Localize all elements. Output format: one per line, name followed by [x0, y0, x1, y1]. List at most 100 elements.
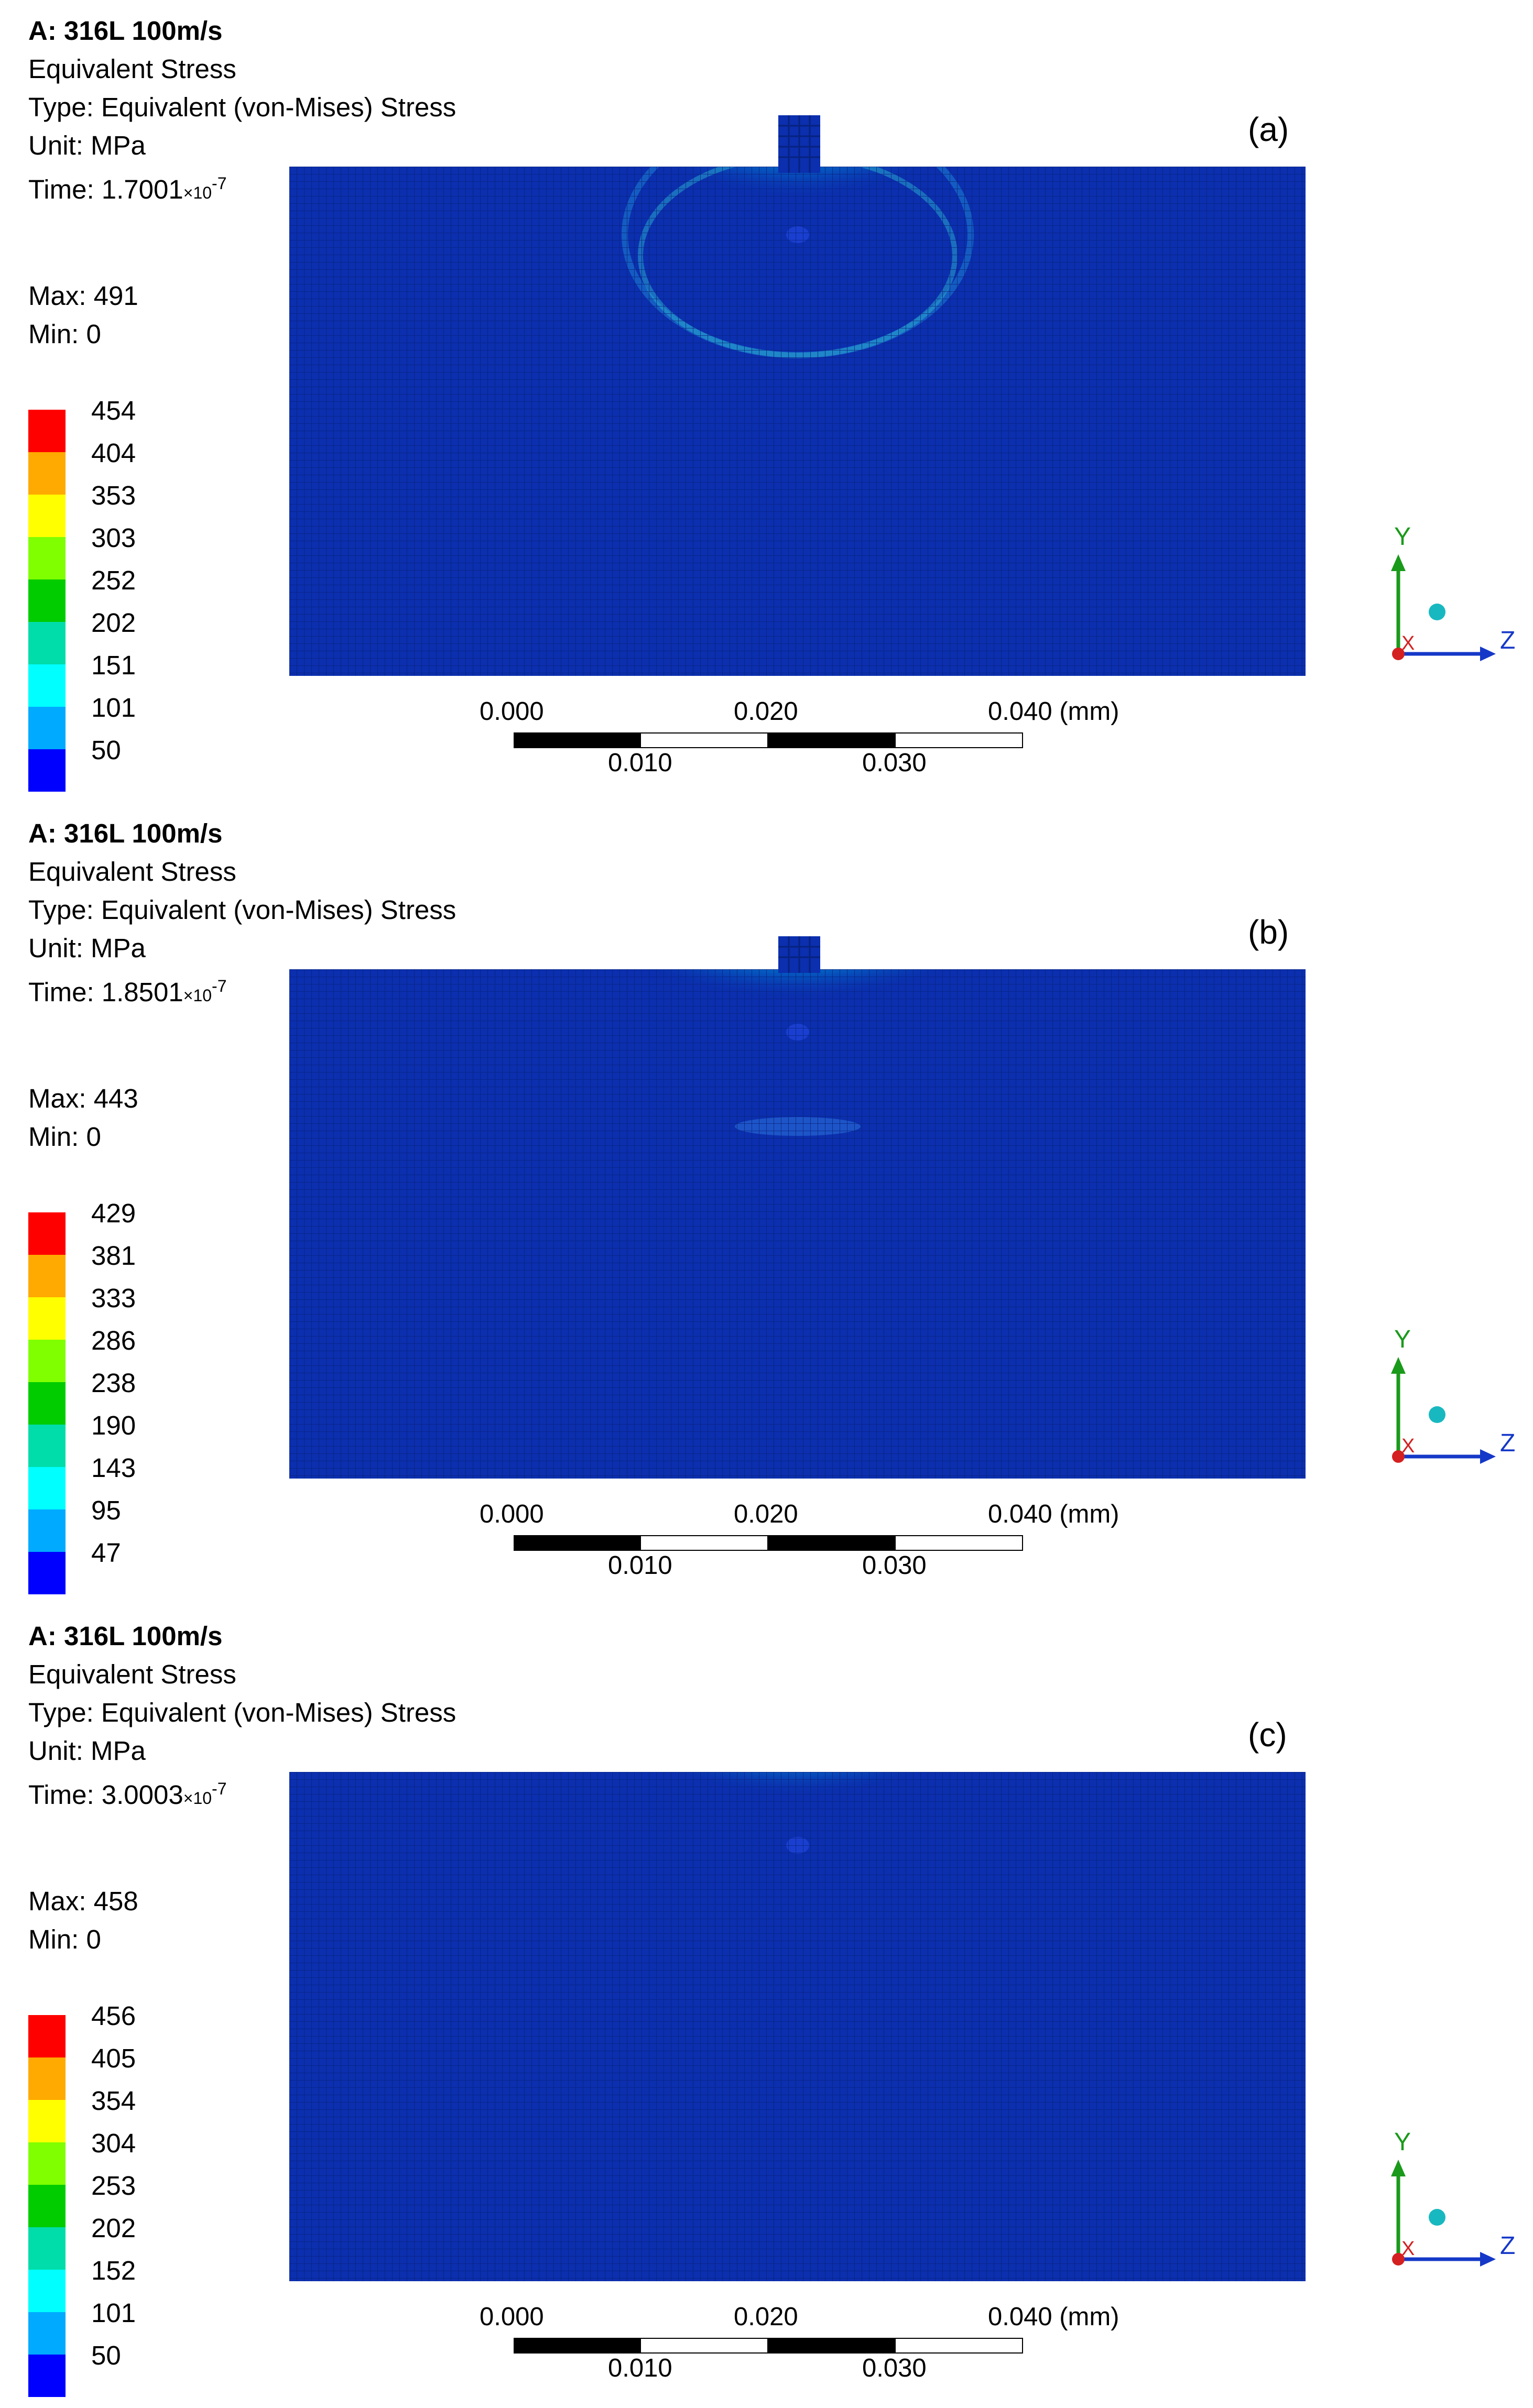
result-type: Type: Equivalent (von-Mises) Stress [28, 895, 456, 925]
legend-value: 238 [91, 1368, 136, 1398]
legend-value: 304 [91, 2128, 136, 2158]
time-value: Time: 1.8501 [28, 977, 183, 1007]
legend-value: 143 [91, 1453, 136, 1483]
scale-tick: 0.000 [480, 1500, 544, 1528]
result-time: Time: 1.7001×10-7 [28, 165, 456, 212]
scale-segment-dark [514, 732, 641, 748]
time-multiplier: ×10 [183, 183, 212, 202]
scale-segment-light [895, 2338, 1023, 2354]
min-value: Min: 0 [28, 1924, 101, 1954]
legend-swatch [28, 495, 66, 537]
scale-tick: 0.040 (mm) [988, 2303, 1119, 2331]
legend-swatch [28, 2227, 66, 2270]
scale-tick: 0.020 [734, 2303, 798, 2331]
x-axis-label: X [1401, 2238, 1415, 2260]
result-time: Time: 3.0003×10-7 [28, 1770, 456, 1818]
y-axis-label: Y [1394, 1326, 1411, 1353]
time-multiplier: ×10 [183, 1789, 212, 1808]
analysis-title: A: 316L 100m/s [28, 1621, 223, 1651]
legend-value: 354 [91, 2086, 136, 2116]
scale-tick: 0.020 [734, 697, 798, 726]
legend-value: 405 [91, 2043, 136, 2073]
legend-swatch [28, 749, 66, 792]
legend-swatch [28, 452, 66, 495]
scale-segment-dark [514, 2338, 641, 2354]
max-value: Max: 443 [28, 1083, 138, 1113]
scale-tick: 0.040 (mm) [988, 1500, 1119, 1528]
z-axis-label: Z [1500, 2232, 1515, 2260]
legend-swatch [28, 2270, 66, 2312]
axis-triad: Y Z X [1391, 523, 1515, 661]
legend-value: 151 [91, 650, 136, 680]
legend-value: 429 [91, 1198, 136, 1228]
scale-segment-light [895, 732, 1023, 748]
legend-swatch [28, 707, 66, 749]
min-max: Max: 491 Min: 0 [28, 277, 138, 353]
time-exponent: -7 [212, 174, 227, 193]
legend-value: 286 [91, 1326, 136, 1355]
scale-tick: 0.000 [480, 697, 544, 726]
scale-tick: 0.030 [862, 749, 927, 777]
stress-contour-plot [289, 1772, 1306, 2281]
legend-swatch [28, 537, 66, 579]
legend-value: 50 [91, 2340, 121, 2370]
x-axis-label: X [1401, 1435, 1415, 1457]
projectile [778, 936, 820, 973]
legend-swatch [28, 2057, 66, 2100]
analysis-title: A: 316L 100m/s [28, 16, 223, 46]
stress-contour-plot [289, 969, 1306, 1479]
legend-value: 152 [91, 2256, 136, 2285]
legend-value: 253 [91, 2171, 136, 2201]
result-header: A: 316L 100m/s Equivalent Stress Type: E… [28, 1617, 456, 1818]
z-axis-label: Z [1500, 1429, 1515, 1457]
legend-swatch [28, 1467, 66, 1509]
scale-segment-light [640, 732, 768, 748]
legend-value: 202 [91, 608, 136, 638]
result-type: Type: Equivalent (von-Mises) Stress [28, 1698, 456, 1727]
scale-tick: 0.010 [608, 1551, 672, 1580]
legend-value: 454 [91, 396, 136, 425]
result-header: A: 316L 100m/s Equivalent Stress Type: E… [28, 12, 456, 212]
result-time: Time: 1.8501×10-7 [28, 967, 456, 1015]
legend-value: 101 [91, 693, 136, 723]
legend-swatch [28, 2100, 66, 2142]
scale-segment-light [640, 1535, 768, 1551]
legend-swatch [28, 2185, 66, 2227]
scale-bar: 0.000 0.020 0.040 (mm) 0.010 0.030 [472, 1499, 1153, 1604]
result-header: A: 316L 100m/s Equivalent Stress Type: E… [28, 814, 456, 1015]
legend-swatch [28, 622, 66, 664]
legend-value: 50 [91, 735, 121, 765]
result-name: Equivalent Stress [28, 857, 236, 886]
legend-swatch [28, 664, 66, 707]
legend-swatch [28, 1552, 66, 1594]
result-unit: Unit: MPa [28, 933, 146, 963]
time-value: Time: 1.7001 [28, 174, 183, 204]
legend-value: 404 [91, 438, 136, 468]
scale-segment-dark [767, 732, 896, 748]
result-unit: Unit: MPa [28, 1736, 146, 1766]
x-axis-label: X [1401, 632, 1415, 654]
scale-tick: 0.030 [862, 1551, 927, 1580]
panel-label: (c) [1248, 1716, 1287, 1754]
legend-swatch [28, 1425, 66, 1467]
max-value: Max: 491 [28, 281, 138, 311]
scale-tick: 0.020 [734, 1500, 798, 1528]
panel-c: A: 316L 100m/s Equivalent Stress Type: E… [0, 1605, 1533, 2408]
time-exponent: -7 [212, 977, 227, 995]
legend-swatch [28, 1297, 66, 1340]
legend-swatch [28, 1255, 66, 1297]
legend-value: 456 [91, 2001, 136, 2031]
panel-label: (b) [1248, 913, 1289, 951]
axis-triad: Y Z X [1391, 1326, 1515, 1464]
scale-segment-dark [514, 1535, 641, 1551]
legend-swatch [28, 579, 66, 622]
scale-bar: 0.000 0.020 0.040 (mm) 0.010 0.030 [472, 2302, 1153, 2407]
legend-swatch [28, 1212, 66, 1255]
legend-value: 381 [91, 1241, 136, 1271]
legend-swatch [28, 1340, 66, 1382]
mesh-grid [289, 1772, 1306, 2281]
scale-segment-light [640, 2338, 768, 2354]
axis-triad: Y Z X [1391, 2128, 1515, 2267]
y-axis-label: Y [1394, 2128, 1411, 2156]
legend-value: 101 [91, 2298, 136, 2328]
